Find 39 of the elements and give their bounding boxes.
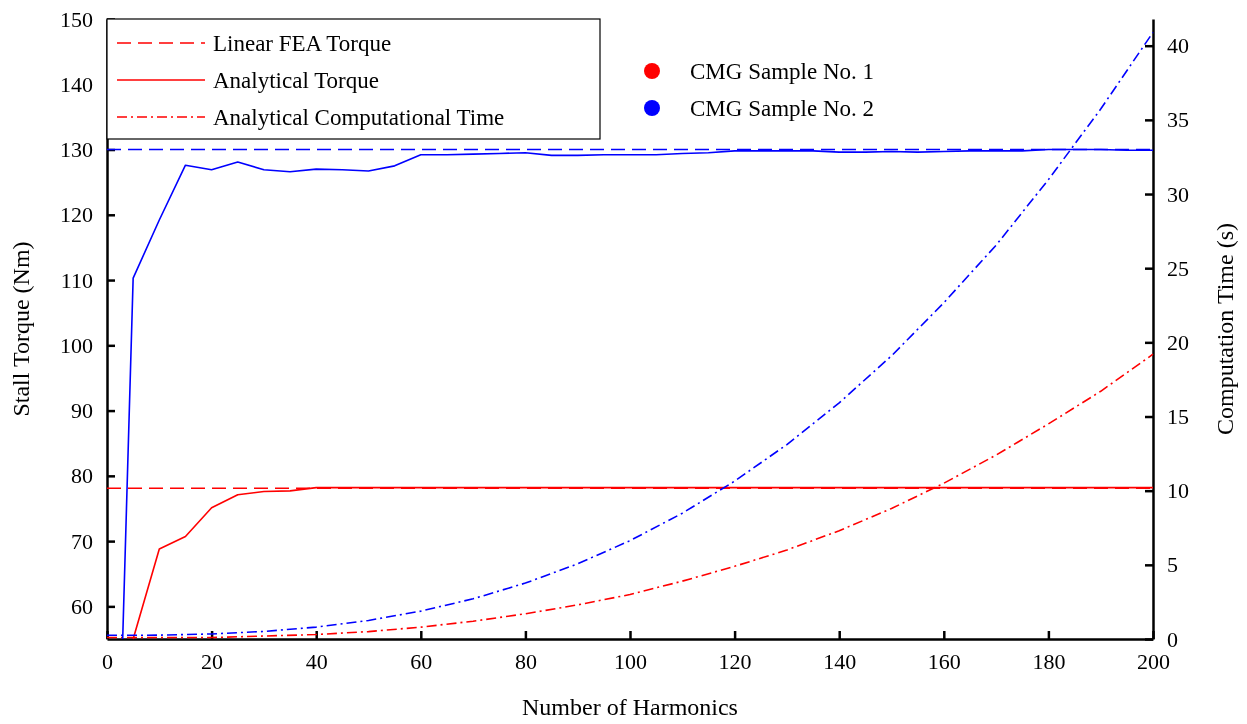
x-tick-label: 20 — [201, 648, 224, 674]
y2-tick-label: 20 — [1167, 329, 1189, 355]
x-tick-label: 60 — [410, 648, 433, 674]
y2-tick-label: 30 — [1167, 181, 1189, 207]
line-series — [106, 31, 1154, 637]
y-axis-title: Stall Torque (Nm) — [8, 241, 34, 417]
x-tick-label: 200 — [1137, 648, 1170, 674]
legend-label: Linear FEA Torque — [213, 31, 392, 56]
y2-tick-label: 35 — [1167, 107, 1189, 133]
y-tick-label: 100 — [60, 332, 93, 358]
legend-label: Analytical Torque — [213, 68, 379, 93]
y-tick-label: 150 — [60, 6, 93, 32]
y-tick-label: 70 — [71, 528, 93, 554]
y-tick-label: 90 — [71, 398, 93, 424]
x-tick-label: 160 — [927, 648, 961, 674]
x-tick-label: 80 — [514, 648, 537, 674]
x-tick-label: 40 — [305, 648, 328, 674]
y-tick-label: 120 — [60, 202, 93, 228]
y-tick-label: 80 — [71, 463, 93, 489]
x-tick-label: 120 — [718, 648, 752, 674]
y2-tick-label: 15 — [1167, 404, 1189, 430]
x-tick-label: 0 — [102, 648, 113, 674]
y-tick-label: 140 — [60, 71, 93, 97]
x-axis-title: Number of Harmonics — [522, 694, 738, 720]
x-tick-label: 140 — [823, 648, 857, 674]
y2-axis-title: Computation Time (s) — [1212, 222, 1238, 436]
y2-tick-label: 40 — [1167, 33, 1189, 59]
y-tick-label: 130 — [60, 137, 93, 163]
annotation: CMG Sample No. 1 — [690, 59, 874, 84]
y-tick-label: 110 — [60, 267, 93, 293]
y2-tick-label: 10 — [1167, 478, 1189, 504]
y2-tick-label: 5 — [1167, 552, 1178, 578]
annotation: CMG Sample No. 2 — [690, 96, 874, 121]
y2-tick-label: 0 — [1167, 626, 1178, 652]
x-tick-label: 180 — [1032, 648, 1066, 674]
y2-tick-label: 25 — [1167, 255, 1189, 281]
legend-label: Analytical Computational Time — [213, 105, 505, 130]
x-tick-label: 100 — [614, 648, 647, 674]
y-tick-label: 60 — [71, 593, 93, 619]
